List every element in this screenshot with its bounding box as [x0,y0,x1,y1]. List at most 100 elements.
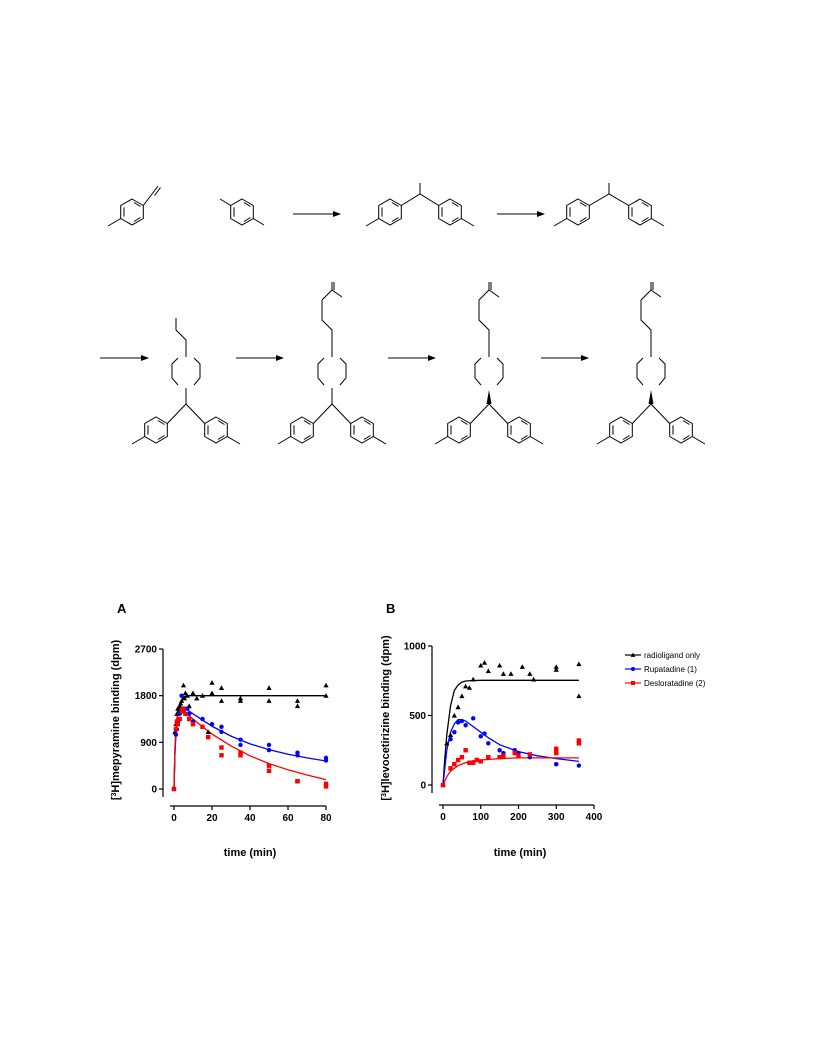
data-point-desloratadine [455,757,461,763]
data-point-radioligand [451,712,457,718]
data-point-radioligand [447,732,454,738]
molecule-1 [107,185,161,227]
data-point-rupatadine [295,753,300,758]
x-axis-label-b: time (min) [494,847,547,859]
data-point-desloratadine [467,760,472,765]
panel-label-a: A [117,601,127,616]
y-tick-label: 0 [420,781,426,792]
data-point-radioligand [237,698,244,703]
data-point-radioligand [497,662,503,668]
legend-marker [630,666,636,672]
fit-curve-radioligand [442,679,579,786]
data-point-radioligand [323,693,329,698]
data-point-radioligand [485,668,491,674]
data-point-radioligand [199,693,206,698]
x-tick-label: 300 [548,812,565,823]
data-point-rupatadine [478,734,483,739]
data-point-radioligand [519,664,525,669]
data-point-desloratadine [219,753,224,758]
data-point-radioligand [179,698,185,703]
legend-item-desloratadine: Desloratadine (2) [625,679,706,688]
data-point-desloratadine [179,709,184,714]
fit-curve-desloratadine [173,709,327,790]
data-point-desloratadine [554,746,559,752]
y-tick-label: 500 [409,711,426,722]
data-point-rupatadine [219,729,224,735]
molecule-8 [596,282,706,445]
data-point-desloratadine [474,757,480,763]
data-point-radioligand [178,700,184,706]
data-point-desloratadine [516,753,521,759]
data-point-radioligand [237,695,244,701]
chart-panel-a: A [3H]mepyramine binding (dpm) time (min… [110,601,332,859]
data-point-desloratadine [527,752,533,757]
data-point-rupatadine [238,737,243,742]
data-point-desloratadine [190,721,196,727]
reaction-scheme [100,183,706,445]
data-point-radioligand [181,695,188,701]
legend-label: Rupatadine (1) [644,665,697,674]
data-point-radioligand [481,660,488,665]
data-point-rupatadine [554,761,559,767]
data-point-radioligand [576,661,582,667]
data-point-rupatadine [219,724,224,729]
molecule-2 [219,198,265,226]
data-point-rupatadine [200,716,205,722]
data-point-radioligand [180,682,187,688]
data-point-desloratadine [463,748,468,753]
data-point-radioligand [266,685,272,690]
data-point-desloratadine [295,779,300,784]
data-point-desloratadine [173,727,179,732]
data-point-radioligand [527,671,533,676]
data-point-rupatadine [455,720,461,725]
data-point-radioligand [218,698,225,703]
data-point-desloratadine [175,721,181,727]
data-point-desloratadine [512,750,517,756]
data-point-radioligand [470,676,476,682]
x-tick-label: 20 [206,813,218,824]
chart-panel-b: B [3H]levocetirizine binding (dpm) time … [380,601,603,859]
data-point-desloratadine [177,716,182,722]
data-point-radioligand [182,690,188,696]
data-point-rupatadine [459,718,465,724]
data-point-rupatadine [482,731,487,736]
data-point-rupatadine [266,747,272,753]
panel-label-b: B [386,601,395,616]
x-tick-label: 100 [472,812,489,823]
data-point-desloratadine [174,719,180,724]
data-point-rupatadine [209,721,215,727]
legend-label: Desloratadine (2) [644,679,706,688]
data-point-rupatadine [448,736,453,742]
data-point-rupatadine [179,693,184,698]
data-point-radioligand [531,676,537,682]
data-point-desloratadine [238,753,243,758]
fit-curve-radioligand [173,695,326,790]
data-point-desloratadine [470,760,476,765]
data-point-radioligand [500,671,506,676]
data-point-rupatadine [452,729,457,735]
data-point-radioligand [459,693,465,699]
y-tick-label: 1000 [404,642,427,653]
data-point-desloratadine [576,741,582,746]
data-point-radioligand [184,693,190,698]
data-point-desloratadine [452,761,457,767]
y-axis-label-a: [3H]mepyramine binding (dpm) [110,639,122,800]
legend-marker [630,680,636,686]
data-point-desloratadine [497,754,502,760]
data-point-desloratadine [323,784,329,789]
data-point-rupatadine [323,758,329,763]
y-tick-label: 900 [140,738,157,749]
data-point-desloratadine [323,781,329,787]
data-point-radioligand [205,729,211,735]
data-point-rupatadine [470,716,476,721]
x-tick-label: 200 [510,812,527,823]
data-point-radioligand [444,740,450,746]
data-point-radioligand [294,698,301,703]
x-axis-label-a: time (min) [224,847,277,859]
molecule-7 [434,282,544,445]
data-point-radioligand [508,671,514,676]
data-point-desloratadine [440,782,446,788]
data-point-radioligand [323,682,329,688]
data-point-radioligand [455,704,461,710]
